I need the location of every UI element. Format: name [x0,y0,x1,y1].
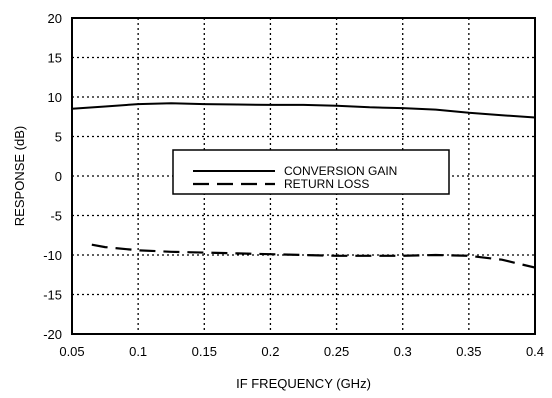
x-tick-label: 0.2 [261,344,279,359]
plot-frame [71,17,536,335]
x-tick-label: 0.3 [394,344,412,359]
series-line-conversion-gain [71,102,536,119]
x-axis-label: IF FREQUENCY (GHz) [236,376,371,391]
legend: CONVERSION GAIN RETURN LOSS [172,149,450,195]
x-axis-ticks: 0.05 0.1 0.15 0.2 0.25 0.3 0.35 0.4 [59,344,544,359]
y-tick-label: -5 [50,209,62,224]
y-tick-label: 20 [48,11,62,26]
legend-label-conversion-gain: CONVERSION GAIN [284,164,397,178]
y-tick-label: 10 [48,90,62,105]
x-tick-label: 0.25 [324,344,349,359]
x-tick-label: 0.4 [526,344,544,359]
y-tick-label: -20 [43,327,62,342]
y-axis-label: RESPONSE (dB) [12,126,27,226]
y-tick-label: 5 [55,130,62,145]
x-tick-label: 0.15 [192,344,217,359]
y-tick-label: -10 [43,248,62,263]
y-tick-label: -15 [43,288,62,303]
legend-box [172,149,450,195]
series-line-return-loss [91,243,536,269]
x-tick-label: 0.35 [456,344,481,359]
series-layer [71,102,536,269]
x-tick-label: 0.1 [129,344,147,359]
y-axis-ticks: 20 15 10 5 0 -5 -10 -15 -20 [43,11,62,342]
y-tick-label: 15 [48,51,62,66]
x-tick-label: 0.05 [59,344,84,359]
y-tick-label: 0 [55,169,62,184]
legend-label-return-loss: RETURN LOSS [284,177,369,191]
